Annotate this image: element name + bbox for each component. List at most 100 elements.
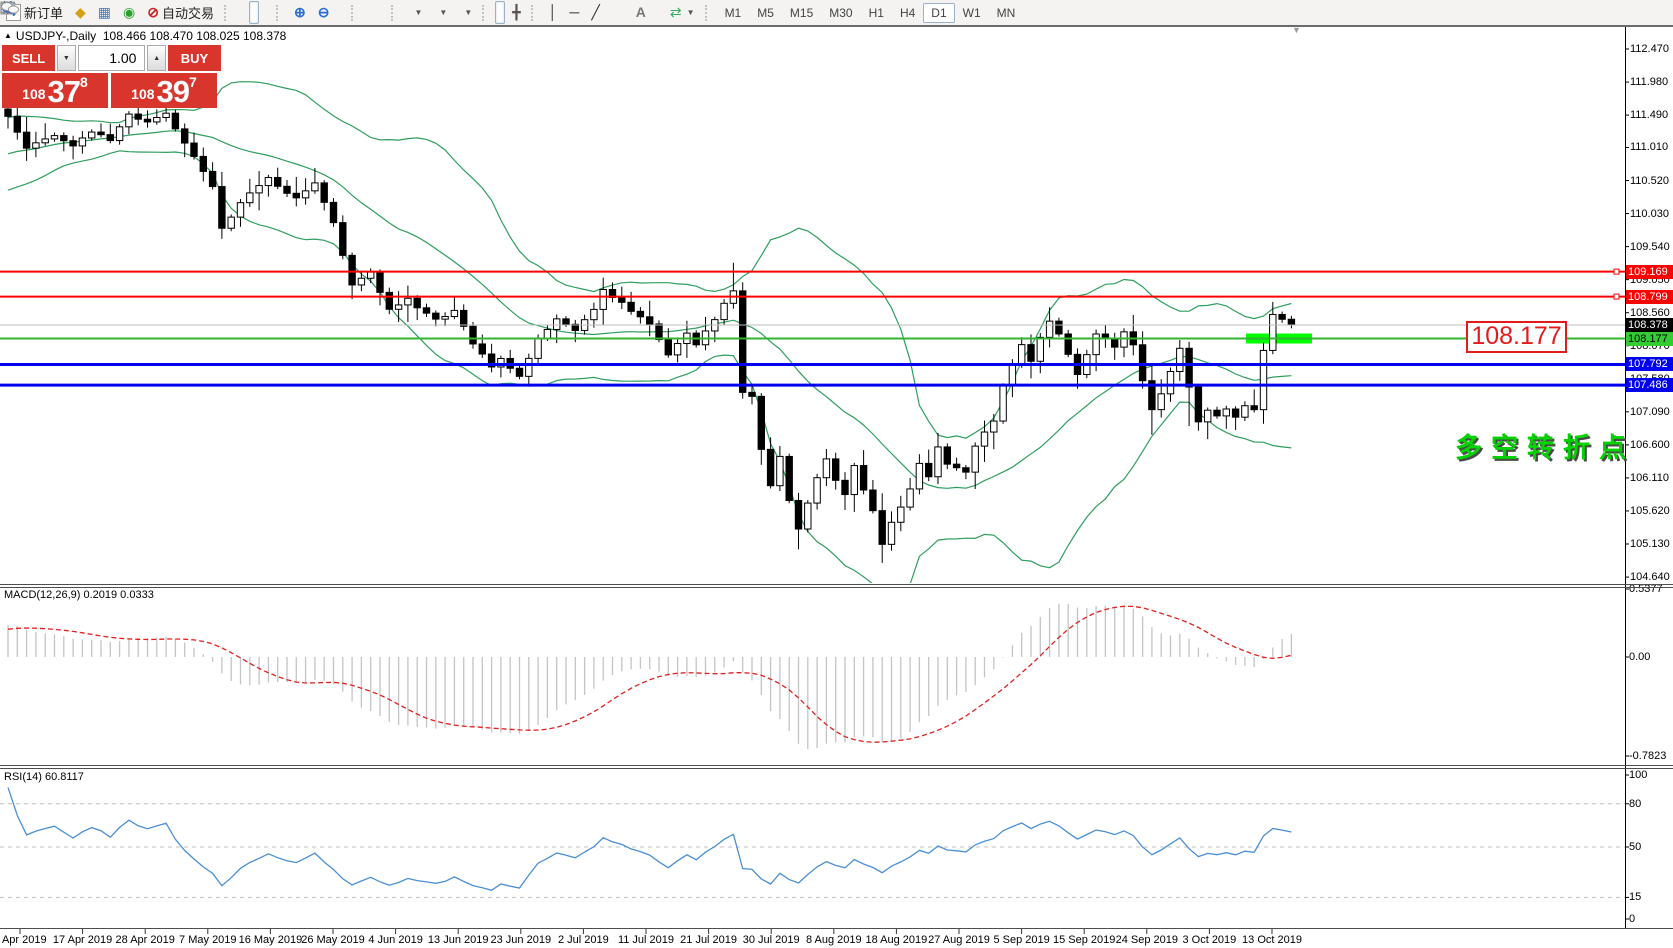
price-tick-label: 105.620 (1630, 504, 1670, 517)
candle (497, 357, 505, 368)
zoom-out-button[interactable]: ⊖ (313, 1, 335, 24)
candle (1055, 320, 1063, 335)
periods-button[interactable]: ▼ (2, 1, 452, 24)
hline-handle[interactable] (1613, 293, 1620, 300)
templates-button[interactable]: ▼ (0, 1, 477, 24)
tf-m1[interactable]: M1 (724, 5, 742, 20)
tf-m15[interactable]: M15 (789, 5, 814, 20)
candle (171, 112, 180, 130)
arrows-button[interactable]: ⇄ ▼ (665, 1, 700, 24)
indicators-button[interactable]: ▼ (0, 1, 427, 24)
candle (1176, 347, 1184, 373)
date-tick-label: 13 Jun 2019 (427, 934, 489, 946)
candle (618, 296, 626, 303)
label-button[interactable]: T (1, 1, 663, 24)
signals-button[interactable]: ◉ (118, 1, 140, 24)
price-tick-label: 106.600 (1630, 438, 1670, 451)
line-chart-button[interactable] (0, 1, 271, 24)
tf-w1[interactable]: W1 (962, 5, 981, 20)
fibonacci-button[interactable]: F (2, 1, 629, 24)
candlestick-button[interactable] (3, 1, 259, 24)
trendline-button[interactable]: ╱ (586, 1, 604, 24)
price-tick-label: 111.980 (1630, 76, 1669, 89)
candle (859, 465, 868, 491)
vertical-line-button[interactable]: │ (544, 1, 563, 24)
cursor-button[interactable] (4, 1, 506, 24)
candle (292, 192, 301, 199)
date-tick-label: 27 Aug 2019 (928, 934, 990, 946)
candle (832, 458, 840, 481)
candle (208, 170, 217, 188)
date-tick-label: 17 Apr 2019 (52, 934, 113, 946)
autotrading-button[interactable]: ⊘ 自动交易 (147, 4, 214, 21)
candle (962, 467, 970, 473)
search-button[interactable] (1, 1, 1640, 24)
dropdown-caret-icon[interactable]: ▼ (686, 8, 695, 17)
dropdown-caret-icon[interactable]: ▼ (464, 8, 473, 17)
candle (794, 499, 803, 530)
price-tick-label: 111.010 (1630, 141, 1669, 154)
macd-axis-label: 0.00 (1629, 651, 1651, 663)
tf-m30[interactable]: M30 (829, 5, 853, 20)
text-button[interactable]: A (631, 1, 651, 24)
main-chart-panel (4, 81, 1312, 583)
volume-decrease-button[interactable]: ▼ (57, 45, 76, 71)
volume-input[interactable]: 1.00 (77, 45, 146, 71)
price-tick-label: 110.030 (1630, 207, 1669, 220)
candle (50, 135, 59, 140)
dropdown-caret-icon[interactable]: ▼ (414, 8, 423, 17)
chart-shift-button[interactable] (1, 1, 386, 24)
macd-histogram (7, 603, 1293, 749)
date-tick-label: 18 Aug 2019 (865, 934, 928, 946)
candle (739, 290, 747, 393)
buy-price[interactable]: 108 39 7 (111, 73, 217, 108)
date-tick-label: 5 Sep 2019 (993, 934, 1050, 946)
date-tick-label: 13 Oct 2019 (1242, 934, 1302, 946)
candle (422, 307, 431, 314)
candle (1166, 371, 1175, 395)
community-button[interactable] (1, 1, 1662, 24)
dropdown-caret-icon[interactable]: ▼ (439, 8, 448, 17)
bar-chart-button[interactable] (2, 1, 247, 24)
date-tick-label: 8 Apr 2019 (0, 934, 47, 946)
chinese-annotation[interactable]: 多空转折点 (1455, 433, 1635, 463)
horizontal-line-button[interactable]: ─ (564, 1, 584, 24)
sell-button[interactable]: SELL (2, 45, 56, 71)
hline-handle[interactable] (1613, 268, 1620, 275)
volume-increase-button[interactable]: ▲ (147, 45, 166, 71)
crosshair-button[interactable]: ╋ (507, 1, 525, 24)
candle (394, 304, 403, 310)
trendline-icon: ╱ (591, 4, 600, 20)
collapse-ohlc-icon[interactable]: ▲ (4, 31, 12, 40)
tf-m5[interactable]: M5 (757, 5, 774, 20)
buy-price-pip: 7 (189, 74, 197, 90)
candle (432, 312, 440, 320)
sell-price[interactable]: 108 37 8 (2, 73, 108, 108)
candle (971, 445, 979, 473)
terminal-button[interactable]: ▦ (93, 1, 116, 24)
tf-mn[interactable]: MN (996, 5, 1016, 20)
candle (320, 182, 328, 203)
price-callout-label[interactable]: 108.177 (1466, 321, 1567, 353)
tf-h4[interactable]: H4 (899, 5, 916, 20)
bollinger-lower-band (7, 150, 1292, 583)
macd-panel-splitter[interactable] (0, 584, 1673, 585)
tf-d1[interactable]: D1 (923, 2, 955, 23)
auto-scroll-button[interactable] (1, 1, 374, 24)
tf-h1[interactable]: H1 (868, 5, 884, 20)
tile-windows-button[interactable] (1, 1, 346, 24)
candle (1278, 313, 1286, 320)
candle (571, 323, 579, 331)
navigator-button[interactable]: ◆ (70, 1, 91, 24)
candle (1018, 344, 1026, 366)
buy-button[interactable]: BUY (167, 45, 221, 71)
candle (264, 176, 273, 187)
candle (590, 308, 598, 321)
channel-button[interactable]: E (1, 1, 617, 24)
zoom-in-button[interactable]: ⊕ (289, 1, 311, 24)
candle (469, 325, 477, 345)
chart-shift-marker[interactable]: ▼ (1292, 25, 1301, 35)
rsi-panel-splitter[interactable] (0, 765, 1673, 766)
rsi-panel (0, 787, 1625, 898)
